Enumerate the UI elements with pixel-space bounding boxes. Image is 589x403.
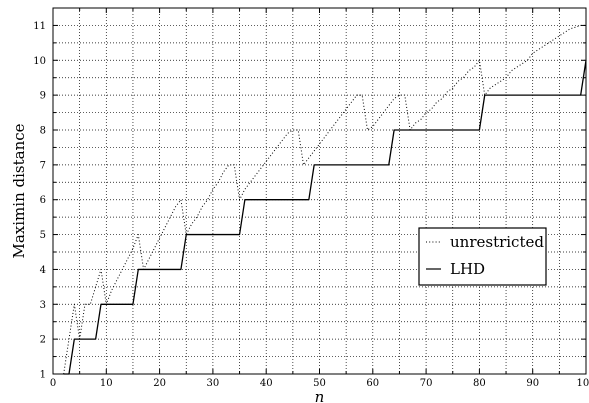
ticks-layer: 0 10 20 30 40 50 60 70 80 90 100 1 2 3 4 5 6 7 8 9 10 11 — [33, 7, 589, 389]
y-tick-label: 3 — [40, 300, 46, 311]
y-tick-label: 9 — [40, 91, 46, 102]
gridlines — [53, 8, 586, 374]
x-tick-label: 40 — [260, 378, 273, 389]
legend-label-unrestricted: unrestricted — [450, 233, 544, 251]
y-tick-label: 4 — [40, 265, 46, 276]
legend-box — [418, 227, 547, 286]
y-tick-label: 2 — [40, 335, 46, 346]
legend-label-lhd: LHD — [450, 260, 485, 278]
x-tick-label: 80 — [473, 378, 486, 389]
series-layer — [63, 24, 587, 375]
x-tick-label: 0 — [50, 378, 56, 389]
y-tick-label: 8 — [40, 126, 46, 137]
x-tick-label: 90 — [526, 378, 539, 389]
x-tick-label: 50 — [313, 378, 326, 389]
y-axis-label: Maximin distance — [10, 123, 28, 258]
y-tick-label: 11 — [33, 21, 46, 32]
y-tick-label: 6 — [40, 195, 46, 206]
legend: unrestricted LHD — [418, 227, 547, 286]
x-axis-label: n — [315, 388, 325, 403]
y-tick-label: 1 — [40, 370, 46, 381]
y-tick-label: 5 — [40, 230, 46, 241]
series-line-unrestricted — [63, 24, 586, 375]
x-tick-label: 10 — [100, 378, 113, 389]
x-tick-label: 30 — [207, 378, 220, 389]
x-tick-label: 20 — [153, 378, 166, 389]
x-tick-label: 60 — [366, 378, 379, 389]
x-tick-label: 100 — [576, 378, 589, 389]
y-tick-label: 7 — [40, 160, 46, 171]
x-tick-label: 70 — [420, 378, 433, 389]
series-line-lhd — [63, 60, 587, 375]
y-tick-label: 10 — [33, 56, 46, 67]
